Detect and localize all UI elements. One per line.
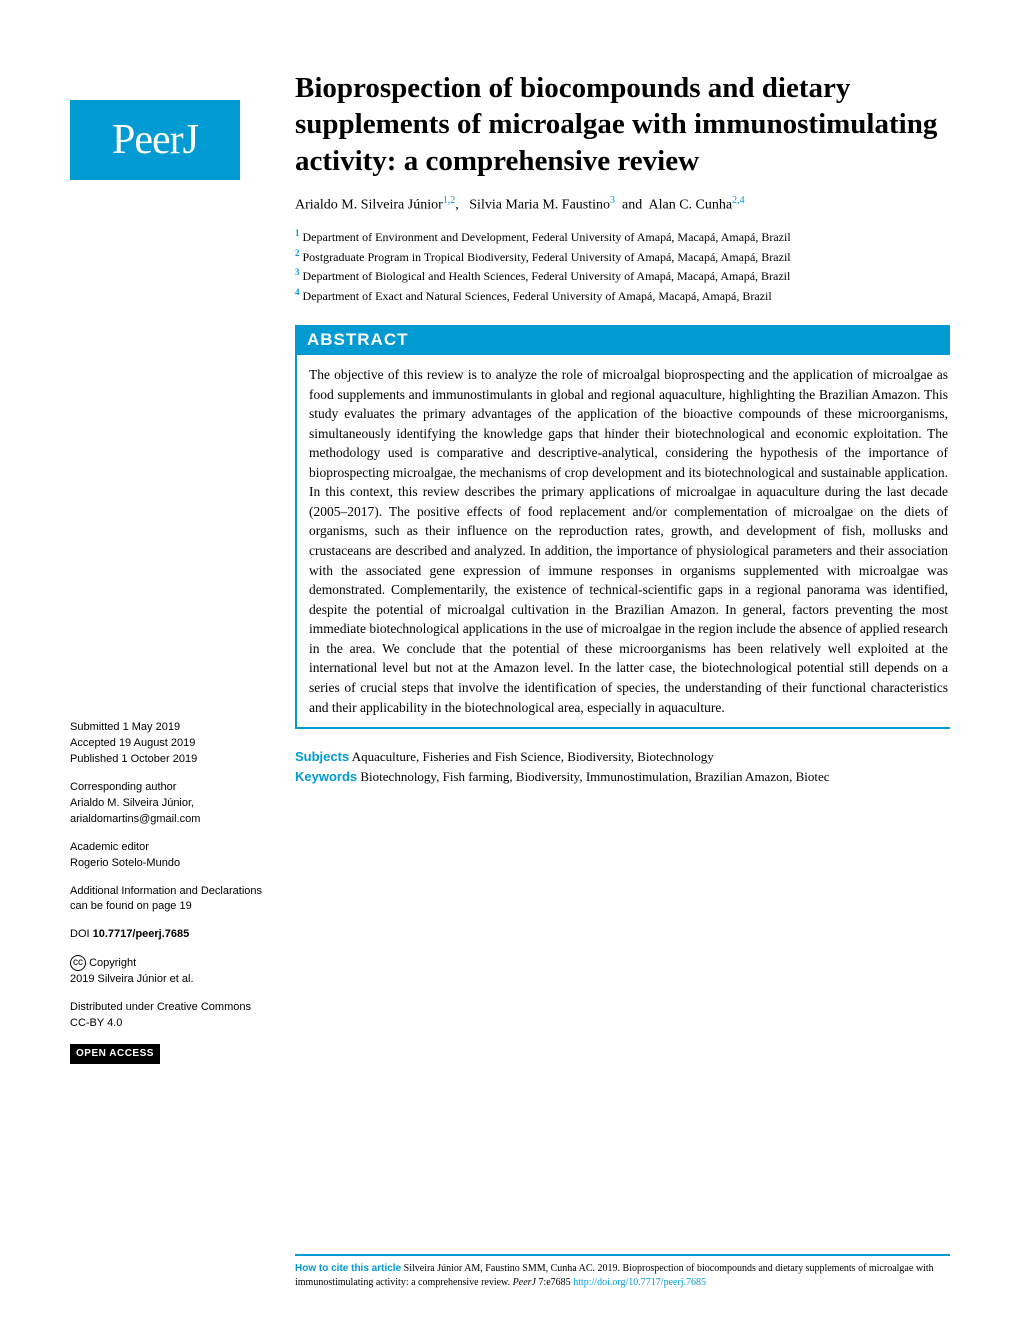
cc-icon: cc [70,955,86,971]
citation-footer: How to cite this article Silveira Júnior… [295,1254,950,1290]
subjects-label: Subjects [295,749,349,764]
affiliation-list: 1 Department of Environment and Developm… [295,227,950,305]
article-title: Bioprospection of biocompounds and dieta… [295,70,950,179]
dates-block: Submitted 1 May 2019 Accepted 19 August … [70,720,270,768]
additional-info-block: Additional Information and Declarations … [70,884,270,916]
citation-doi-link[interactable]: http://doi.org/10.7717/peerj.7685 [573,1277,706,1288]
corresponding-author-block: Corresponding author Arialdo M. Silveira… [70,780,270,828]
open-access-block: OPEN ACCESS [70,1044,270,1065]
citation-journal: PeerJ [513,1277,536,1288]
journal-logo-text: PeerJ [112,116,198,164]
author-sup: 2,4 [732,195,745,206]
abstract-text: The objective of this review is to analy… [295,355,950,729]
article-meta-sidebar: Submitted 1 May 2019 Accepted 19 August … [70,720,270,1076]
abstract-heading: ABSTRACT [295,325,950,355]
editor-block: Academic editor Rogerio Sotelo-Mundo [70,840,270,872]
doi-block: DOI 10.7717/peerj.7685 [70,927,270,943]
subjects-keywords: Subjects Aquaculture, Fisheries and Fish… [295,747,950,786]
doi-link[interactable]: 10.7717/peerj.7685 [93,928,190,940]
open-access-badge: OPEN ACCESS [70,1044,160,1065]
journal-logo: PeerJ [70,100,240,180]
keywords-label: Keywords [295,769,357,784]
subjects-line: Subjects Aquaculture, Fisheries and Fish… [295,747,950,767]
affiliation: 4 Department of Exact and Natural Scienc… [295,286,950,305]
copyright-block: cc Copyright 2019 Silveira Júnior et al. [70,955,270,988]
affiliation: 1 Department of Environment and Developm… [295,227,950,246]
author-name: Arialdo M. Silveira Júnior [295,197,443,212]
main-column: Bioprospection of biocompounds and dieta… [295,70,950,786]
author-name: Silvia Maria M. Faustino [469,197,610,212]
author-sup: 1,2 [443,195,456,206]
keywords-text: Biotechnology, Fish farming, Biodiversit… [360,769,829,784]
author-list: Arialdo M. Silveira Júnior1,2, Silvia Ma… [295,195,950,214]
license-block: Distributed under Creative Commons CC-BY… [70,1000,270,1032]
keywords-line: Keywords Biotechnology, Fish farming, Bi… [295,767,950,787]
citation-label: How to cite this article [295,1263,401,1274]
author-name: Alan C. Cunha [649,197,733,212]
affiliation: 2 Postgraduate Program in Tropical Biodi… [295,247,950,266]
affiliation: 3 Department of Biological and Health Sc… [295,266,950,285]
author-sup: 3 [610,195,615,206]
subjects-text: Aquaculture, Fisheries and Fish Science,… [352,749,714,764]
citation-volume: 7:e7685 [538,1277,570,1288]
corresponding-email[interactable]: arialdomartins@gmail.com [70,813,200,825]
